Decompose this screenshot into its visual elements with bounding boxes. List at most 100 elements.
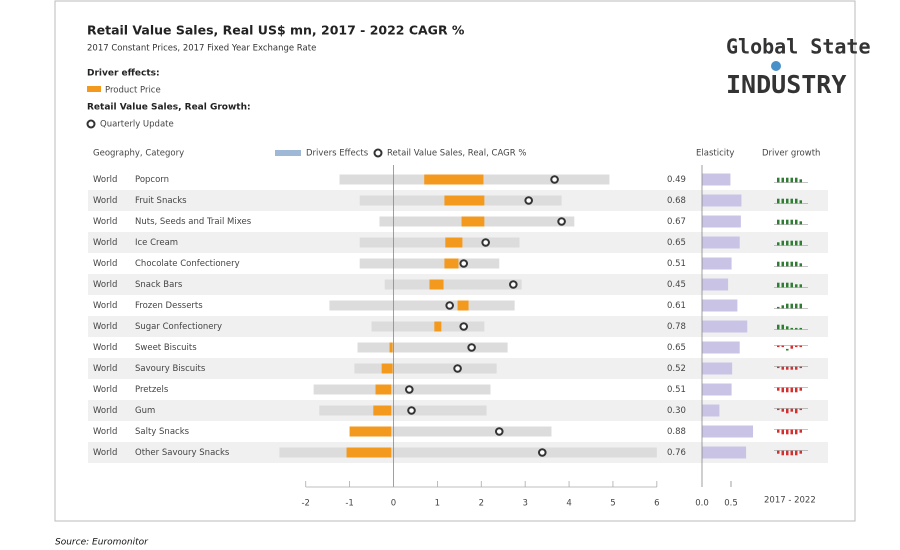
growth-bar: [786, 387, 789, 393]
growth-bar: [799, 179, 802, 183]
growth-bar: [777, 219, 780, 225]
cagr-marker: [405, 385, 414, 394]
growth-bar: [777, 387, 780, 391]
column-header: Driver growth: [762, 149, 820, 159]
cagr-marker: [494, 427, 504, 436]
geography-label: World: [93, 343, 117, 353]
elasticity-label: 0.67: [667, 217, 686, 227]
category-label: Pretzels: [135, 385, 169, 395]
growth-bar: [781, 305, 784, 309]
cagr-marker: [524, 196, 533, 205]
growth-bar: [790, 327, 793, 330]
growth-bar: [777, 177, 780, 183]
period-label: 2017 - 2022: [764, 496, 816, 506]
growth-bar: [795, 450, 798, 456]
growth-bar: [781, 177, 784, 183]
geography-label: World: [93, 280, 117, 290]
growth-bar: [781, 219, 784, 225]
growth-bar: [786, 177, 789, 183]
growth-bar: [786, 198, 789, 204]
category-label: Fruit Snacks: [135, 196, 187, 206]
chart-title: Retail Value Sales, Real US$ mn, 2017 - …: [87, 23, 465, 38]
range-bar: [359, 237, 520, 248]
geography-label: World: [93, 217, 117, 227]
elasticity-label: 0.45: [667, 280, 686, 290]
growth-bar: [790, 240, 793, 246]
growth-bar: [786, 408, 789, 414]
geography-label: World: [93, 406, 117, 416]
growth-bar: [790, 282, 793, 288]
growth-bar: [786, 348, 789, 351]
growth-bar: [777, 429, 780, 433]
elasticity-tick-label: 0.5: [724, 499, 738, 509]
growth-bar: [777, 198, 780, 204]
range-bar: [371, 321, 485, 332]
category-label: Sweet Biscuits: [135, 343, 197, 353]
growth-bar: [790, 219, 793, 225]
price-bar: [424, 174, 484, 185]
cagr-marker: [459, 259, 469, 268]
elasticity-label: 0.30: [667, 406, 686, 416]
growth-bar: [799, 284, 802, 288]
growth-bar: [795, 387, 798, 393]
growth-bar: [790, 198, 793, 204]
growth-bar: [777, 282, 780, 288]
elasticity-label: 0.51: [667, 259, 686, 269]
elasticity-label: 0.65: [667, 343, 686, 353]
growth-bar: [781, 366, 784, 370]
elasticity-bar: [702, 362, 733, 375]
growth-bar: [795, 240, 798, 246]
growth-bar: [799, 429, 802, 433]
growth-bar: [795, 408, 798, 414]
price-bar: [381, 363, 393, 374]
logo: INDUSTRY: [726, 70, 846, 99]
growth-bar: [786, 366, 789, 370]
growth-bar: [786, 261, 789, 267]
header-swatch: [275, 150, 301, 156]
cagr-marker: [445, 301, 454, 310]
growth-bar: [777, 242, 780, 246]
range-bar: [357, 342, 508, 353]
growth-bar: [799, 345, 802, 348]
range-bar: [384, 279, 522, 290]
x-tick-label: 3: [522, 499, 527, 509]
geography-label: World: [93, 196, 117, 206]
growth-bar: [777, 450, 780, 454]
elasticity-bar: [702, 341, 740, 354]
range-bar: [359, 258, 500, 269]
x-tick-label: 1: [435, 499, 440, 509]
x-tick-label: -2: [301, 499, 309, 509]
growth-bar: [781, 429, 784, 435]
growth-bar: [795, 429, 798, 435]
cagr-marker: [467, 343, 476, 352]
elasticity-label: 0.68: [667, 196, 686, 206]
growth-bar: [781, 450, 784, 456]
price-bar: [444, 195, 485, 206]
growth-bar: [799, 450, 802, 454]
growth-bar: [790, 303, 793, 309]
geography-label: World: [93, 175, 117, 185]
price-bar: [434, 321, 442, 332]
growth-bar: [786, 326, 789, 330]
range-bar: [349, 426, 552, 437]
growth-bar: [795, 177, 798, 183]
cagr-marker: [481, 238, 490, 247]
elasticity-bar: [702, 425, 754, 438]
frame: [54, 0, 856, 522]
column-header: Retail Value Sales, Real, CAGR %: [387, 149, 526, 159]
elasticity-bar: [702, 257, 732, 270]
elasticity-bar: [702, 446, 747, 459]
category-label: Chocolate Confectionery: [135, 259, 240, 269]
cagr-marker: [557, 217, 566, 226]
growth-bar: [799, 366, 802, 369]
geography-label: World: [93, 301, 117, 311]
column-header: Geography, Category: [93, 149, 184, 159]
cagr-marker: [407, 406, 416, 415]
elasticity-bar: [702, 215, 741, 228]
column-header: Drivers Effects: [306, 149, 369, 159]
growth-bar: [790, 177, 793, 183]
growth-bar: [777, 306, 780, 309]
chart-subtitle: 2017 Constant Prices, 2017 Fixed Year Ex…: [87, 44, 316, 54]
category-label: Salty Snacks: [135, 427, 190, 437]
growth-bar: [795, 327, 798, 330]
